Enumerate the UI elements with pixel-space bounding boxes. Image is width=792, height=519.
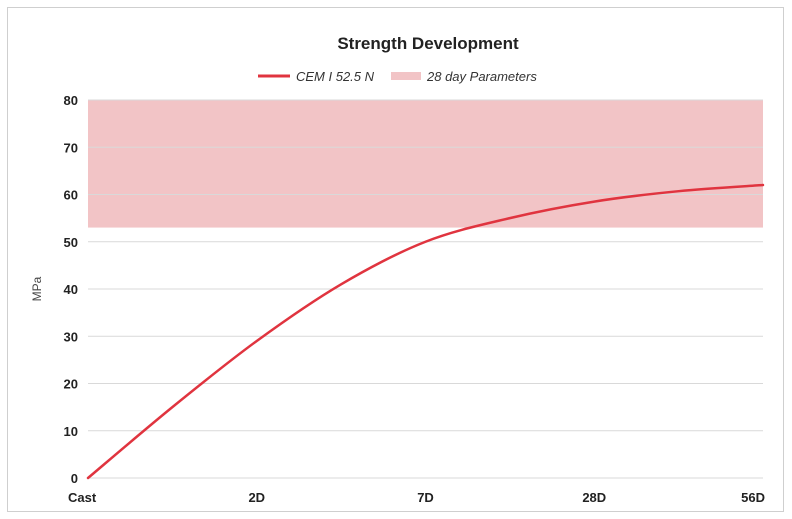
y-tick-label: 60 [64,188,78,203]
x-tick-label: 56D [741,490,765,505]
y-axis-title: MPa [30,276,44,301]
y-tick-label: 10 [64,424,78,439]
y-tick-label: 50 [64,235,78,250]
gridlines [88,99,763,479]
x-tick-label: 2D [248,490,265,505]
series-lines [86,183,765,480]
y-tick-label: 20 [64,377,78,392]
y-tick-label: 40 [64,282,78,297]
x-tick-label: Cast [68,490,97,505]
legend: CEM I 52.5 N 28 day Parameters [258,69,537,84]
y-tick-label: 70 [64,140,78,155]
parameter-band-0 [88,100,763,228]
x-tick-label: 7D [417,490,434,505]
y-tick-label: 0 [71,471,78,486]
y-tick-label: 80 [64,93,78,108]
y-tick-label: 30 [64,329,78,344]
legend-label-band: 28 day Parameters [426,69,537,84]
x-tick-labels: Cast 2D 7D 28D 56D [68,490,765,505]
parameter-band-layer [88,100,763,228]
legend-label-line: CEM I 52.5 N [296,69,375,84]
chart-frame [7,7,784,512]
chart-title: Strength Development [337,34,519,53]
x-tick-label: 28D [582,490,606,505]
series-line-0 [86,183,765,480]
legend-swatch-band [391,72,421,80]
y-tick-labels: 0 10 20 30 40 50 60 70 80 [64,93,78,486]
